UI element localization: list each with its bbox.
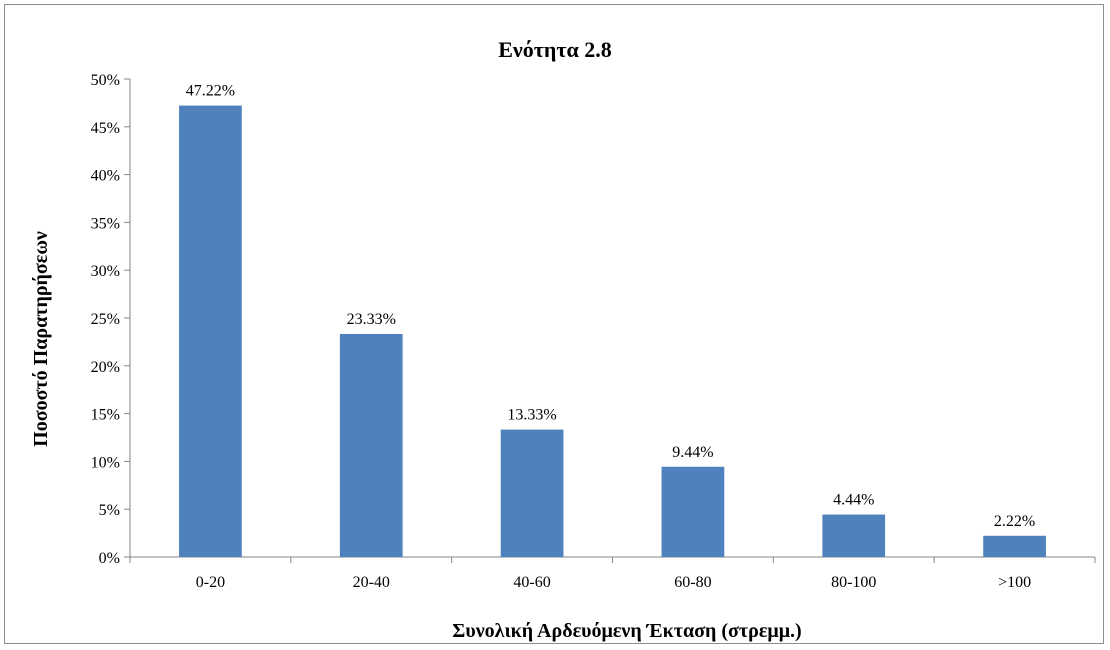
y-tick-label: 35% bbox=[91, 215, 120, 232]
x-axis: 0-20 20-40 40-60 60-80 80-100 >100 bbox=[129, 556, 1096, 591]
y-tick-label: 15% bbox=[91, 407, 120, 424]
x-tick-label: 40-60 bbox=[513, 574, 550, 591]
y-axis-label: Ποσοστό Παρατηρήσεων bbox=[30, 231, 52, 447]
y-tick-label: 5% bbox=[99, 502, 120, 519]
x-tick-label: 80-100 bbox=[831, 574, 876, 591]
x-tick-label: >100 bbox=[998, 574, 1031, 591]
y-tick-label: 45% bbox=[91, 120, 120, 137]
chart-title: Ενότητα 2.8 bbox=[498, 37, 612, 62]
data-label: 47.22% bbox=[186, 83, 235, 100]
data-label: 9.44% bbox=[672, 444, 713, 461]
y-tick-label: 30% bbox=[91, 263, 120, 280]
y-axis: 0% 5% 10% 15% 20% 25% 30% 35% 40% 45% 50% bbox=[91, 72, 131, 567]
bar bbox=[661, 466, 725, 557]
y-tick-label: 40% bbox=[91, 168, 120, 185]
y-tick-label: 25% bbox=[91, 311, 120, 328]
data-label: 23.33% bbox=[347, 311, 396, 328]
bar bbox=[500, 429, 564, 557]
bars bbox=[179, 105, 1046, 558]
bar bbox=[179, 105, 242, 558]
data-labels: 47.22% 23.33% 13.33% 9.44% 4.44% 2.22% bbox=[186, 83, 1035, 530]
y-tick-label: 10% bbox=[91, 454, 120, 471]
x-axis-label: Συνολική Αρδευόμενη Έκταση (στρεμμ.) bbox=[452, 620, 801, 642]
x-tick-label: 0-20 bbox=[196, 574, 225, 591]
x-tick-label: 60-80 bbox=[674, 574, 711, 591]
y-tick-label: 50% bbox=[91, 72, 120, 89]
y-tick-label: 20% bbox=[91, 359, 120, 376]
y-tick-label: 0% bbox=[99, 550, 120, 567]
x-tick-label: 20-40 bbox=[353, 574, 390, 591]
data-label: 2.22% bbox=[994, 513, 1035, 530]
bar bbox=[822, 514, 886, 557]
data-label: 4.44% bbox=[833, 492, 874, 509]
bar-chart: Ενότητα 2.8 Ποσοστό Παρατηρήσεων Συνολικ… bbox=[30, 37, 1096, 642]
bar bbox=[339, 333, 403, 557]
bar bbox=[983, 535, 1046, 557]
chart-frame: Ενότητα 2.8 Ποσοστό Παρατηρήσεων Συνολικ… bbox=[4, 4, 1104, 644]
data-label: 13.33% bbox=[507, 407, 556, 424]
